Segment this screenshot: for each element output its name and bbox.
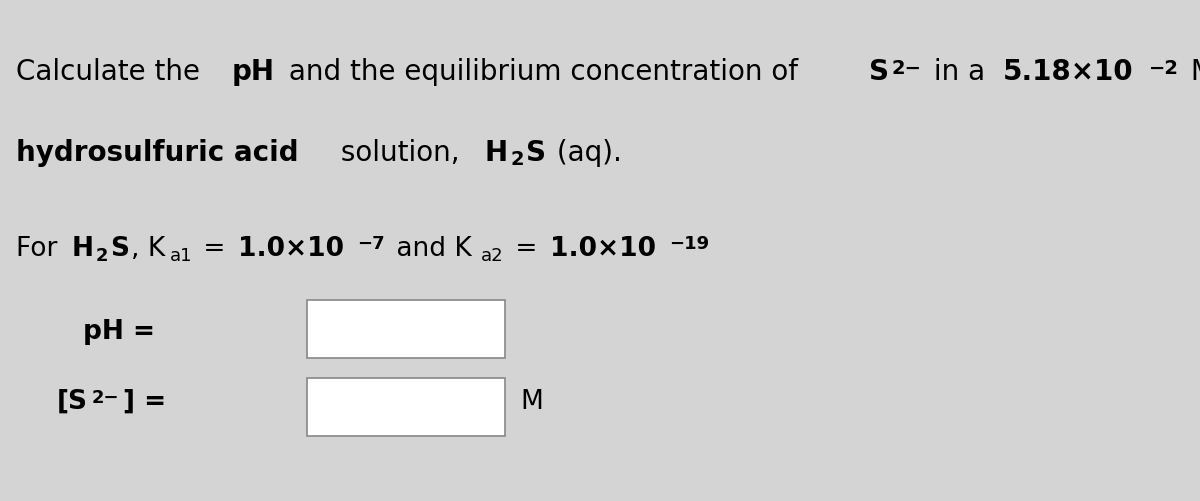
- Text: 2: 2: [510, 150, 524, 169]
- Text: 1.0×10: 1.0×10: [238, 235, 344, 262]
- FancyBboxPatch shape: [307, 378, 505, 436]
- Text: and K: and K: [388, 235, 472, 262]
- Text: −19: −19: [668, 235, 709, 253]
- Text: a1: a1: [169, 246, 192, 264]
- Text: pH =: pH =: [83, 319, 155, 345]
- Text: H: H: [485, 138, 508, 166]
- Text: S: S: [869, 58, 889, 86]
- Text: 2−: 2−: [92, 388, 120, 406]
- Text: −2: −2: [1148, 59, 1178, 78]
- Text: 1.0×10: 1.0×10: [550, 235, 656, 262]
- Text: ] =: ] =: [122, 388, 166, 414]
- Text: a2: a2: [481, 246, 504, 264]
- Text: [S: [S: [58, 388, 89, 414]
- Text: and the equilibrium concentration of: and the equilibrium concentration of: [280, 58, 806, 86]
- Text: =: =: [194, 235, 234, 262]
- Text: (aq).: (aq).: [548, 138, 622, 166]
- Text: −7: −7: [356, 235, 384, 253]
- Text: S: S: [526, 138, 546, 166]
- Text: 5.18×10: 5.18×10: [1002, 58, 1133, 86]
- Text: M: M: [521, 388, 544, 414]
- Text: H: H: [71, 235, 94, 262]
- Text: pH: pH: [232, 58, 275, 86]
- Text: S: S: [110, 235, 128, 262]
- FancyBboxPatch shape: [307, 301, 505, 358]
- Text: =: =: [506, 235, 545, 262]
- Text: hydrosulfuric acid: hydrosulfuric acid: [16, 138, 299, 166]
- Text: For: For: [16, 235, 65, 262]
- Text: solution,: solution,: [332, 138, 468, 166]
- Text: 2: 2: [96, 246, 108, 264]
- Text: M: M: [1182, 58, 1200, 86]
- Text: in a: in a: [925, 58, 994, 86]
- Text: Calculate the: Calculate the: [16, 58, 209, 86]
- Text: 2−: 2−: [892, 59, 922, 78]
- Text: , K: , K: [131, 235, 166, 262]
